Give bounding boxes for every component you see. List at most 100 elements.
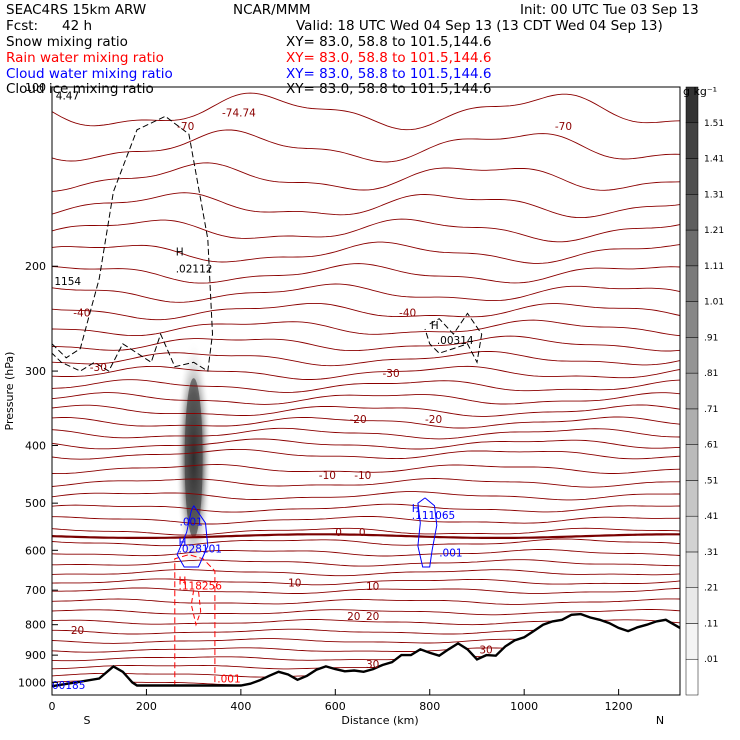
y-axis-label: Pressure (hPa) [3,352,16,431]
cloud-water-value-label: .001 [179,516,202,528]
snow-value-label: 1154 [54,276,81,288]
x-axis-label: Distance (km) [341,714,418,727]
isotherm-line [52,527,680,536]
isotherm-line [52,464,680,475]
isotherm-label: 10 [366,581,379,593]
field-rain-xy: XY= 83.0, 58.8 to 101.5,144.6 [286,50,492,66]
valid-time: Valid: 18 UTC Wed 04 Sep 13 (13 CDT Wed … [296,18,663,34]
colorbar-tick-label: .81 [704,369,718,379]
rain-value-label: .001 [217,673,240,685]
isotherm-line [52,538,680,547]
cloud-water-value-label: .001 [439,548,462,560]
colorbar-tick-label: .61 [704,441,718,451]
isotherm-line [52,335,680,352]
x-tick-label: 400 [230,700,251,713]
y-tick-label: 700 [25,584,46,597]
y-tick-label: 1000 [18,676,46,689]
x-tick-label: 200 [136,700,157,713]
plot-area: -70 -74.74 -70 -40 -40 -30 -30 -20 -20 -10 -10 0 0 10… [52,91,680,695]
colorbar-swatch [685,587,699,624]
colorbar-tick-label: 1.31 [704,190,724,200]
y-tick-label: 300 [25,365,46,378]
isotherm-line [52,448,680,460]
freezing-level-line [52,533,680,539]
colorbar-tick-label: .71 [704,405,718,415]
isotherm-line [52,302,680,321]
cloud-water-value-label: 00185 [52,680,85,692]
isotherm-line [52,438,680,450]
field-snow-name: Snow mixing ratio [6,34,128,50]
isotherm-label: 20 [71,625,84,637]
snow-max-label: H [176,247,184,259]
cloud-water-max-label: .111065 [412,510,455,522]
x-tick-label: 1000 [510,700,538,713]
colorbar-unit: g kg⁻¹ [683,85,717,98]
field-cloudwater-name: Cloud water mixing ratio [6,66,173,82]
y-tick-label: 400 [25,439,46,452]
isotherm-label: 30 [366,659,379,671]
isotherm-line [52,283,680,303]
colorbar-swatch [685,229,699,267]
isotherm-label: -30 [383,368,400,380]
isotherm-label: -74.74 [222,107,256,119]
snow-value-label: .00314 [437,335,474,347]
isotherm-label: 30 [479,645,492,657]
field-cloudice-name: Cloud ice mixing ratio [6,81,154,97]
isotherm-line [52,92,680,131]
isotherm-line [52,129,680,163]
isotherm-label: 0 [359,527,366,539]
isotherm-line [52,319,680,337]
colorbar: .01 .11 .21 .31 .41 .51 .61 .71 .81 .91 1.01 1.11 1.… [685,86,724,696]
isotherm-label: -70 [555,121,572,133]
init-time: Init: 00 UTC Tue 03 Sep 13 [520,2,699,18]
fcst-label: Fcst: [6,18,38,34]
snow-contour-east [424,312,483,364]
isotherm-line [52,404,680,417]
isotherm-line [52,392,680,405]
colorbar-swatch [685,158,699,195]
colorbar-tick-label: 1.41 [704,155,724,165]
colorbar-tick-label: .11 [704,619,718,629]
cloud-ice-core [184,378,203,539]
isotherm-label: -10 [319,470,336,482]
terrain-layer [52,612,680,695]
colorbar-tick-label: .51 [704,476,718,486]
contour-labels: -70 -74.74 -70 -40 -40 -30 -30 -20 -20 -10 -10 0 0 10… [52,91,572,692]
x-tick-label: 600 [325,700,346,713]
colorbar-tick-label: 1.11 [704,262,724,272]
colorbar-swatch [685,86,699,124]
model-title: SEAC4RS 15km ARW [6,2,146,18]
isotherm-line [52,351,680,367]
cloud-water-contour-west [176,505,209,568]
colorbar-swatch [685,551,699,588]
fcst-value: 42 h [62,18,92,34]
cloud-water-max-label: H [412,503,420,515]
isotherm-line [52,548,680,557]
colorbar-swatch [685,515,699,553]
colorbar-swatch [685,337,699,374]
axes: 0 200 400 600 800 1000 12001002003004005006007… [18,81,633,713]
right-endpoint-label: N [656,714,664,727]
isotherm-line [52,609,680,616]
colorbar-swatch [685,372,699,410]
isotherm-line [52,503,680,513]
cloud-water-contour-east [417,497,438,568]
colorbar-tick-label: .91 [704,333,718,343]
hydrometeor-contours [52,115,483,687]
colorbar-tick-label: 1.51 [704,119,724,129]
isotherm-label: 20 [347,611,360,623]
rain-max-label: .118256 [179,580,223,592]
isotherm-line [52,569,680,577]
isotherm-line [52,478,680,488]
header: SEAC4RS 15km ARW NCAR/MMM Init: 00 UTC T… [6,2,699,97]
colorbar-tick-label: .21 [704,584,718,594]
snow-value-label: 4.47 [56,91,79,103]
field-cloudwater-xy: XY= 83.0, 58.8 to 101.5,144.6 [286,66,492,82]
colorbar-tick-label: .31 [704,548,718,558]
isotherm-line [52,218,680,243]
colorbar-swatch [685,122,699,159]
y-tick-label: 100 [25,81,46,94]
isotherm-line [52,192,680,219]
isotherm-line [52,578,680,586]
isotherm-line [52,162,680,192]
